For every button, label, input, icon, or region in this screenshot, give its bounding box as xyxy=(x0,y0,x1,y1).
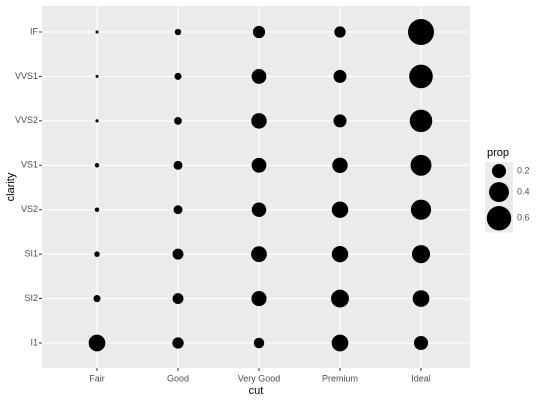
y-tick-label: SI1 xyxy=(24,249,38,259)
point xyxy=(251,69,267,84)
y-tick-label: I1 xyxy=(30,337,38,347)
x-tick-label: Ideal xyxy=(411,373,431,383)
x-axis-title: cut xyxy=(249,385,264,397)
point xyxy=(408,19,434,45)
legend-point xyxy=(491,164,507,179)
point xyxy=(410,199,432,220)
y-tick-label: VS1 xyxy=(21,160,38,170)
y-tick-label: VVS1 xyxy=(15,71,38,81)
legend-label: 0.6 xyxy=(517,213,530,223)
point xyxy=(251,157,267,173)
point xyxy=(410,154,432,176)
point xyxy=(172,293,184,305)
point xyxy=(93,295,101,303)
point xyxy=(252,25,266,39)
point xyxy=(94,207,100,212)
point xyxy=(174,116,182,125)
point xyxy=(411,245,431,264)
point xyxy=(331,201,349,218)
point xyxy=(88,334,106,352)
legend-title: prop xyxy=(487,147,509,159)
point xyxy=(412,290,430,307)
point xyxy=(174,28,182,36)
x-tick-label: Very Good xyxy=(238,373,281,383)
legend-point xyxy=(486,206,512,231)
point xyxy=(334,26,346,38)
point xyxy=(251,202,267,217)
point xyxy=(174,72,182,80)
y-tick-label: SI2 xyxy=(24,293,38,303)
y-tick-label: IF xyxy=(30,26,39,36)
point xyxy=(331,245,349,263)
point xyxy=(251,246,267,263)
point xyxy=(94,251,100,257)
point xyxy=(172,337,184,349)
y-axis-title: clarity xyxy=(5,172,17,201)
point xyxy=(173,160,183,170)
point xyxy=(172,248,184,260)
point xyxy=(409,109,433,133)
point xyxy=(253,337,265,349)
legend-label: 0.2 xyxy=(517,165,530,175)
point xyxy=(331,289,349,308)
panel xyxy=(42,6,470,368)
y-tick-label: VVS2 xyxy=(15,115,38,125)
legend-point xyxy=(489,182,509,203)
x-tick-label: Fair xyxy=(89,373,105,383)
point xyxy=(251,113,267,129)
point xyxy=(251,291,267,307)
point xyxy=(413,335,429,351)
point xyxy=(95,74,99,78)
point xyxy=(95,30,99,34)
point xyxy=(173,205,183,215)
point xyxy=(333,114,347,128)
point xyxy=(409,64,433,89)
point xyxy=(332,157,348,174)
point xyxy=(331,334,349,352)
point xyxy=(333,69,347,83)
x-tick-label: Premium xyxy=(322,373,358,383)
point xyxy=(95,119,99,123)
legend-label: 0.4 xyxy=(517,186,530,196)
x-tick-label: Good xyxy=(167,373,189,383)
point xyxy=(94,163,100,168)
y-tick-label: VS2 xyxy=(21,204,38,214)
